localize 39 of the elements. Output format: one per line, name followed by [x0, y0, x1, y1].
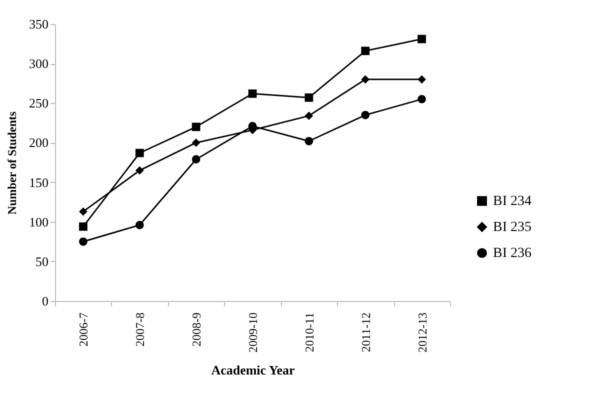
legend-label: BI 235 [493, 220, 532, 235]
point [361, 75, 370, 84]
point [418, 95, 426, 104]
point [304, 93, 314, 102]
point [418, 34, 426, 44]
point [135, 166, 144, 175]
legend-label: BI 236 [493, 246, 532, 261]
y-tick-label: 0 [42, 294, 48, 308]
point [361, 110, 370, 120]
point [304, 136, 314, 146]
point [79, 237, 88, 246]
point [418, 75, 426, 84]
y-tick-label: 100 [29, 214, 48, 230]
x-tick-label: 2006-7 [76, 312, 91, 346]
point [79, 207, 88, 216]
y-tick-label: 50 [36, 254, 48, 269]
x-tick-label: 2007-8 [133, 312, 148, 346]
point [192, 122, 200, 132]
x-tick-label: 2012-13 [415, 312, 430, 352]
point [135, 148, 144, 158]
x-axis-title: Academic Year [211, 362, 296, 378]
point [192, 138, 200, 147]
x-tick-label: 2010-11 [302, 312, 316, 352]
point [361, 46, 370, 56]
y-tick-label: 150 [29, 174, 48, 190]
y-tick-label: 250 [29, 96, 48, 111]
point [304, 112, 314, 120]
y-tick-label: 200 [29, 135, 48, 150]
point [135, 220, 144, 230]
point [192, 155, 200, 164]
x-tick-label: 2008-9 [190, 312, 204, 346]
x-tick-label: 2011-12 [358, 312, 373, 352]
y-tick-label: 300 [29, 56, 48, 72]
legend-label: BI 234 [493, 194, 532, 209]
point [248, 89, 257, 98]
y-tick-label: 350 [29, 16, 48, 32]
point [79, 222, 88, 231]
x-tick-label: 2009-10 [246, 312, 260, 352]
y-axis-title: Number of Students [5, 111, 19, 215]
